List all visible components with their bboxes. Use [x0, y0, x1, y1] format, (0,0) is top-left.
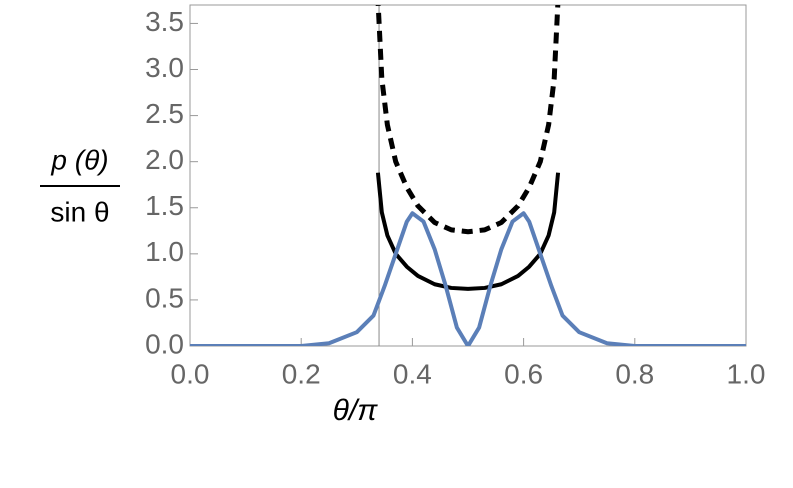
y-tick-label: 2.0: [145, 144, 184, 175]
y-tick-label: 1.5: [145, 190, 184, 221]
x-tick-label: 1.0: [727, 358, 766, 389]
plot-frame: [189, 4, 747, 347]
x-axis-label: θ/π: [333, 394, 379, 427]
y-tick-label: 3.0: [145, 52, 184, 83]
y-tick-label: 3.5: [145, 6, 184, 37]
x-tick-label: 0.4: [393, 358, 432, 389]
series-line: [375, 5, 561, 235]
y-tick-label: 0.0: [145, 328, 184, 359]
x-tick-label: 0.6: [504, 358, 543, 389]
y-axis-label-denominator: sin θ: [50, 196, 109, 227]
y-tick-label: 2.5: [145, 98, 184, 129]
x-tick-label: 0.8: [615, 358, 654, 389]
y-tick-label: 1.0: [145, 236, 184, 267]
series-line: [375, 172, 561, 291]
x-tick-label: 0.0: [171, 358, 210, 389]
y-axis-label-numerator: p (θ): [50, 144, 108, 175]
series-line: [190, 211, 746, 346]
y-tick-label: 0.5: [145, 282, 184, 313]
x-tick-label: 0.2: [282, 358, 321, 389]
